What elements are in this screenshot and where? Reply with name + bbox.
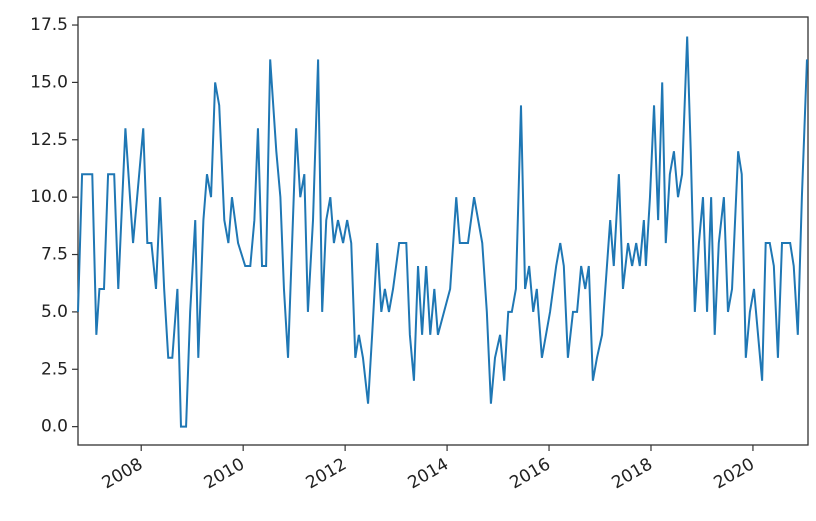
x-tick-label: 2012 [303,454,350,493]
y-tick-label: 5.0 [41,302,68,322]
x-tick-label: 2016 [507,454,554,493]
plot-frame [77,16,809,446]
x-tick-label: 2008 [99,454,146,493]
y-tick-label: 2.5 [41,359,68,379]
y-tick-label: 10.0 [30,187,68,207]
x-tick-label: 2018 [609,454,656,493]
y-tick-label: 0.0 [41,417,68,437]
y-tick-label: 7.5 [41,245,68,265]
data-line [77,36,808,428]
y-tick-label: 12.5 [30,130,68,150]
x-tick-label: 2010 [201,454,248,493]
y-tick-label: 17.5 [30,15,68,35]
x-tick-label: 2014 [405,454,452,493]
y-tick-label: 15.0 [30,72,68,92]
x-tick-label: 2020 [710,454,757,493]
